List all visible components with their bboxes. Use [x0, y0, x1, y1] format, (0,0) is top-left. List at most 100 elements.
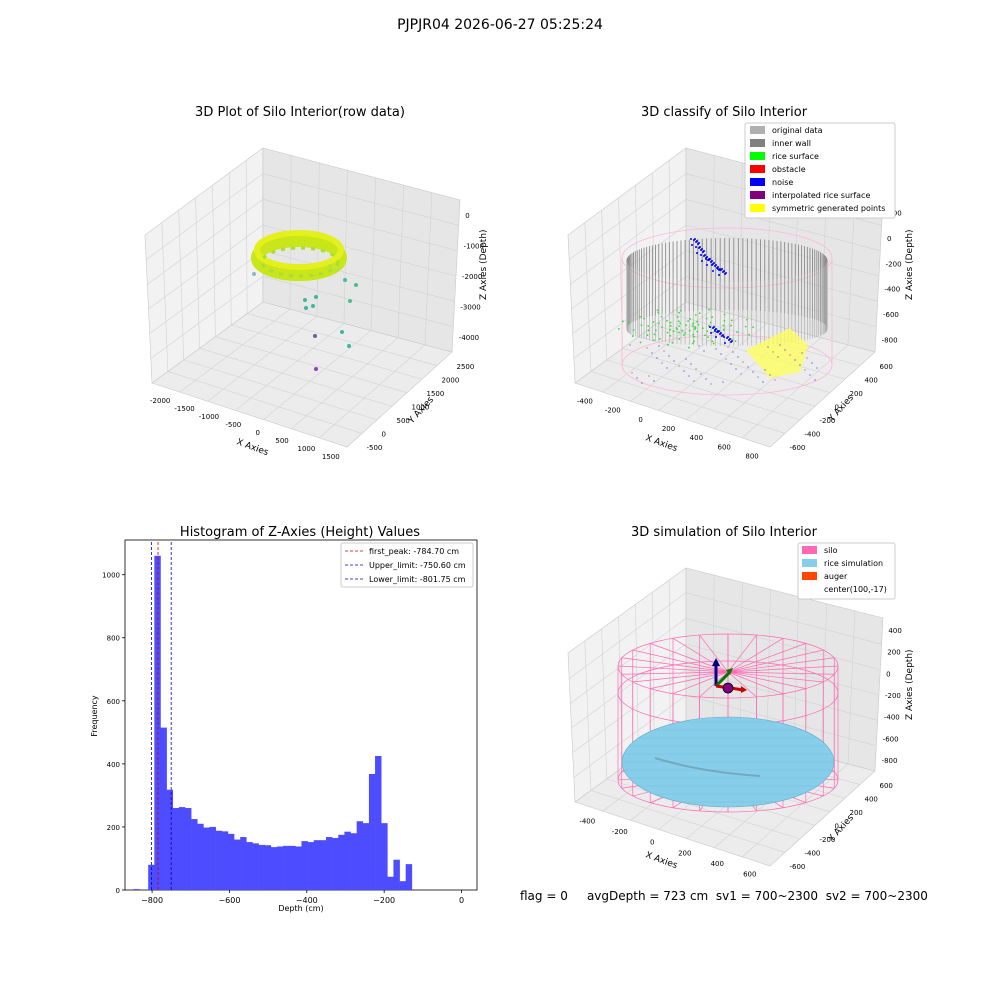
hist-bar — [166, 789, 174, 890]
classify-rice-point — [704, 334, 706, 337]
sim-ztick-label: -600 — [883, 735, 899, 743]
classify-rice-point — [652, 339, 655, 342]
sim-silo-spoke — [727, 649, 824, 673]
hist-legend: first_peak: -784.70 cm Upper_limit: -750.… — [340, 542, 474, 588]
cls-ztick-label: -800 — [882, 336, 898, 344]
classify-symmetric-points — [746, 328, 808, 378]
raw-gridline — [150, 276, 264, 359]
raw-ytick-label: 0 — [382, 431, 386, 439]
sim-rice-surface — [621, 716, 835, 808]
raw-point — [328, 264, 332, 268]
hist-bar — [381, 823, 388, 890]
classify-noise-point — [695, 246, 697, 248]
hist-xtick-label: 0 — [459, 896, 464, 905]
classify-noise-point — [732, 351, 734, 353]
classify-noise-point — [811, 362, 813, 364]
cls-xtick-label: 600 — [718, 443, 731, 451]
cls-gridline — [638, 336, 831, 394]
sim-silo-spoke — [699, 671, 729, 698]
hist-reference-lines — [150, 540, 172, 890]
classify-legend-frame — [744, 122, 896, 219]
sim-xtick-label: -400 — [579, 817, 595, 825]
sim-silo-spoke — [632, 649, 729, 673]
classify-rice-point — [679, 309, 682, 312]
sim-silo-spoke — [727, 671, 824, 683]
classify-rice-point — [709, 321, 712, 324]
classify-rice-point — [677, 320, 680, 323]
classify-rice-point — [671, 341, 674, 344]
classify-noise-point — [705, 378, 707, 380]
raw-gridline — [263, 330, 372, 420]
sim-gridline — [685, 669, 878, 721]
sim-silo-spoke — [727, 671, 757, 698]
classify-z-ticklabels: 2000-200-400-600-800 — [882, 210, 902, 345]
classify-noise-point — [710, 332, 712, 334]
sim-silo-spoke — [727, 657, 835, 673]
hist-y-ticks: 0 200 400 600 800 1000 — [102, 572, 125, 895]
figure-suptitle: PJPJR04 2026-06-27 05:25:24 — [397, 17, 603, 33]
classify-noise-point — [804, 369, 806, 371]
sim-silo-spoke — [672, 637, 729, 673]
classify-rice-point — [730, 324, 732, 327]
hist-bar — [344, 831, 351, 890]
classify-rice-point — [694, 314, 697, 316]
classify-noise-point — [712, 270, 714, 272]
sim-gridline — [568, 592, 687, 679]
sim-silo-spoke — [727, 671, 784, 695]
classify-noise-point — [721, 268, 723, 270]
cls-gridline — [685, 250, 878, 302]
classify-noise-point — [709, 326, 711, 328]
status-avg-depth: avgDepth = 723 cm — [586, 889, 709, 903]
classify-rice-point — [693, 328, 696, 330]
sim-gridline — [685, 643, 880, 696]
raw-xlabel: X Axies — [235, 437, 270, 458]
classify-noise-point — [694, 238, 696, 240]
hist-bar — [240, 837, 247, 890]
hist-bar — [184, 808, 192, 890]
classify-rice-point — [685, 324, 687, 327]
classify-rice-point — [693, 340, 695, 342]
classify-legend-label: original data — [772, 126, 823, 135]
hist-bar — [246, 842, 253, 890]
classify-noise-point — [809, 374, 811, 376]
classify-noise-point — [688, 375, 690, 377]
status-line: flag = 0 avgDepth = 723 cm sv1 = 700~230… — [520, 889, 928, 903]
classify-noise-point — [673, 360, 675, 362]
sim-legend: silo rice simulation auger center(100,-17) — [797, 542, 896, 600]
hist-bar — [295, 846, 302, 890]
classify-noise-point — [717, 330, 719, 332]
raw-ztick-label: -3000 — [460, 303, 480, 311]
sim-x-ticklabels: -400 -200 0 200 400 600 — [579, 817, 756, 878]
classify-rice-point — [646, 334, 649, 337]
cls-gridline — [606, 359, 801, 421]
raw-point — [314, 295, 318, 299]
classify-noise-point — [715, 264, 717, 266]
sim-legend-label: auger — [824, 572, 848, 581]
hist-ytick-label: 0 — [116, 887, 120, 895]
hist-bar — [215, 830, 223, 890]
classify-rice-point — [647, 325, 650, 327]
classify-rice-point — [627, 321, 630, 324]
classify-rice-point — [707, 336, 709, 339]
raw-gridline — [147, 199, 264, 285]
classify-rice-point — [647, 329, 650, 332]
classify-rice-point — [640, 324, 643, 327]
classify-noise-point — [636, 377, 638, 379]
hist-ytick-label: 800 — [107, 635, 120, 643]
hist-bar — [326, 837, 333, 890]
hist-bar — [332, 837, 339, 890]
raw-ring-points — [251, 230, 347, 281]
raw-gridline — [215, 336, 408, 394]
classify-noise-point — [629, 344, 631, 346]
classify-rice-point — [678, 338, 681, 340]
classify-noise-point — [648, 375, 650, 377]
raw-z-ticklabels: 0 -1000 -2000 -3000 -4000 — [459, 212, 484, 342]
classify-noise-point — [698, 345, 700, 347]
cls-ytick-label: 600 — [880, 363, 893, 371]
sim-xtick-label: 0 — [650, 839, 654, 847]
classify-rice-point — [658, 322, 660, 325]
classify-rice-point — [693, 335, 695, 338]
hist-ylabel: Frequency — [90, 695, 99, 737]
